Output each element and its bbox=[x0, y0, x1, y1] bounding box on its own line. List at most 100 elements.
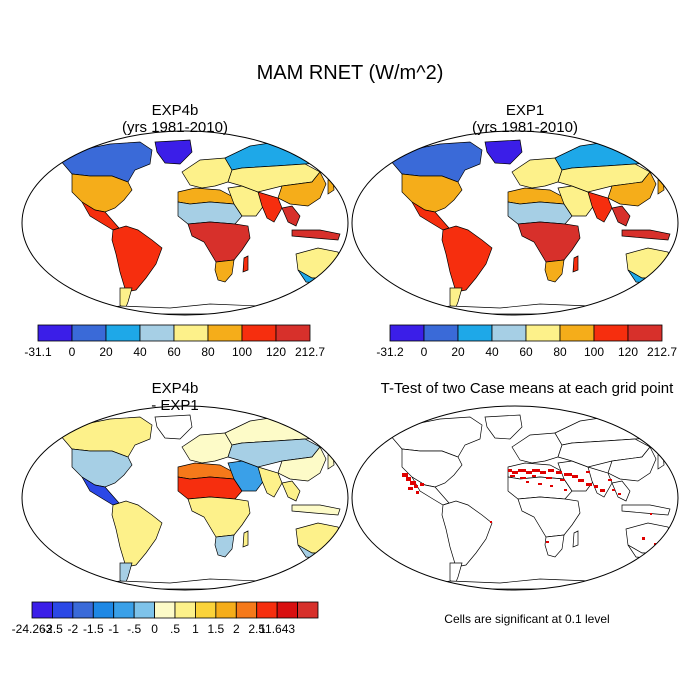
colorbar-label: .5 bbox=[169, 622, 181, 636]
colorbar-label: -.5 bbox=[127, 622, 142, 636]
colorbar-diff: -24.263 -2.5 -2 -1.5 -1 -.5 0 .5 1 1.5 2 2.5 11.643 bbox=[12, 601, 319, 636]
significant-cell bbox=[402, 473, 408, 477]
colorbar-label: 100 bbox=[231, 345, 253, 359]
map-exp4b bbox=[20, 130, 350, 320]
significant-cell bbox=[526, 481, 529, 483]
significant-cell bbox=[642, 537, 645, 540]
land-region-madagascar bbox=[242, 255, 249, 273]
colorbar-label: 2.5 bbox=[248, 622, 266, 636]
colorbar-swatch bbox=[173, 324, 209, 342]
land-region-antarctica bbox=[79, 303, 321, 315]
land-region-greenland bbox=[484, 139, 523, 165]
colorbar-label: -1.5 bbox=[82, 622, 104, 636]
land-region-india bbox=[257, 466, 283, 498]
significant-cell bbox=[578, 479, 584, 482]
significant-cell bbox=[650, 513, 652, 515]
colorbar-label: 20 bbox=[99, 345, 113, 359]
land-region-s-america bbox=[111, 500, 163, 568]
colorbar-exp1: -31.2 0 20 40 60 80 100 120 212.7 bbox=[376, 324, 677, 359]
land-region-indonesia bbox=[621, 229, 671, 241]
colorbar-swatch bbox=[389, 324, 425, 342]
significant-cell bbox=[548, 469, 554, 472]
colorbar-label: 40 bbox=[485, 345, 499, 359]
colorbar-swatch bbox=[276, 601, 298, 619]
significant-cell bbox=[556, 471, 562, 474]
colorbar-swatch bbox=[154, 601, 176, 619]
land-region-usa bbox=[71, 448, 133, 488]
significant-cell bbox=[510, 475, 515, 477]
land-region-s-america bbox=[441, 225, 493, 293]
land-region-india bbox=[587, 466, 613, 498]
land-region-se-asia bbox=[281, 205, 301, 227]
significant-cell bbox=[410, 481, 416, 485]
land-region-s-america bbox=[111, 225, 163, 293]
colorbar-swatch bbox=[241, 324, 277, 342]
colorbar-swatch bbox=[195, 601, 217, 619]
colorbar-label: 0 bbox=[68, 345, 76, 359]
colorbar-swatch bbox=[491, 324, 527, 342]
figure-title: MAM RNET (W/m^2) bbox=[256, 62, 444, 84]
map-border bbox=[21, 130, 349, 316]
colorbar-swatch bbox=[92, 601, 115, 619]
land-region-madagascar bbox=[242, 530, 249, 548]
land-region-s-africa bbox=[544, 259, 565, 283]
colorbar-swatch bbox=[207, 324, 243, 342]
significant-cell bbox=[512, 471, 518, 474]
colorbar-label: 11.643 bbox=[259, 622, 296, 636]
map-border bbox=[351, 405, 679, 591]
map-exp1 bbox=[350, 130, 680, 320]
land-region-sahara bbox=[507, 201, 573, 225]
significant-cell bbox=[594, 485, 598, 488]
significant-cell bbox=[490, 521, 492, 523]
colorbar-swatch bbox=[37, 324, 73, 342]
land-region-china bbox=[607, 446, 657, 482]
colorbar-swatch bbox=[275, 324, 311, 342]
land-region-s-africa bbox=[544, 534, 565, 558]
colorbar-label: 60 bbox=[167, 345, 181, 359]
colorbar-label: 212.7 bbox=[294, 345, 326, 359]
significant-cell bbox=[520, 477, 526, 479]
land-region-europe bbox=[511, 432, 563, 464]
land-region-madagascar bbox=[572, 530, 579, 548]
land-region-c-africa bbox=[517, 221, 581, 263]
colorbar-exp4b: -31.1 0 20 40 60 80 100 120 212.7 bbox=[24, 324, 325, 359]
significant-cell bbox=[550, 485, 553, 487]
land-region-china bbox=[277, 171, 327, 207]
colorbar-label: 1 bbox=[192, 622, 199, 636]
land-region-indonesia bbox=[291, 229, 341, 241]
colorbar-swatch bbox=[235, 601, 258, 619]
colorbar-label: 120 bbox=[617, 345, 639, 359]
land-region-antarctica bbox=[409, 578, 651, 590]
colorbar-swatch bbox=[71, 324, 107, 342]
map-ttest bbox=[350, 405, 680, 595]
land-region-europe bbox=[511, 157, 563, 189]
ttest-footnote: Cells are significant at 0.1 level bbox=[444, 612, 610, 626]
land-region-usa bbox=[71, 173, 133, 213]
significant-cell bbox=[420, 483, 424, 486]
colorbar-swatch bbox=[133, 601, 155, 619]
significant-cell bbox=[538, 483, 542, 485]
significant-cell bbox=[564, 489, 567, 491]
colorbar-swatch bbox=[423, 324, 459, 342]
land-region-china bbox=[277, 446, 327, 482]
panel-title-exp1-line1: EXP1 bbox=[505, 102, 545, 119]
land-region-n-africa bbox=[177, 187, 236, 205]
land-region-indonesia bbox=[621, 504, 671, 516]
significant-cell bbox=[416, 491, 419, 494]
colorbar-label: 40 bbox=[133, 345, 147, 359]
significant-cell bbox=[564, 473, 572, 476]
land-region-greenland bbox=[154, 139, 193, 165]
significant-cell bbox=[546, 477, 552, 479]
colorbar-swatch bbox=[627, 324, 663, 342]
colorbar-label: 20 bbox=[451, 345, 465, 359]
colorbar-swatch bbox=[105, 324, 141, 342]
colorbar-swatch bbox=[215, 601, 237, 619]
land-region-se-asia bbox=[281, 480, 301, 502]
significant-cell bbox=[654, 543, 656, 545]
land-region-s-america bbox=[441, 500, 493, 568]
colorbar-label: 100 bbox=[583, 345, 605, 359]
land-region-n-africa bbox=[177, 462, 236, 480]
land-region-s-africa bbox=[214, 259, 235, 283]
colorbar-swatch bbox=[525, 324, 561, 342]
land-region-usa bbox=[401, 173, 463, 213]
